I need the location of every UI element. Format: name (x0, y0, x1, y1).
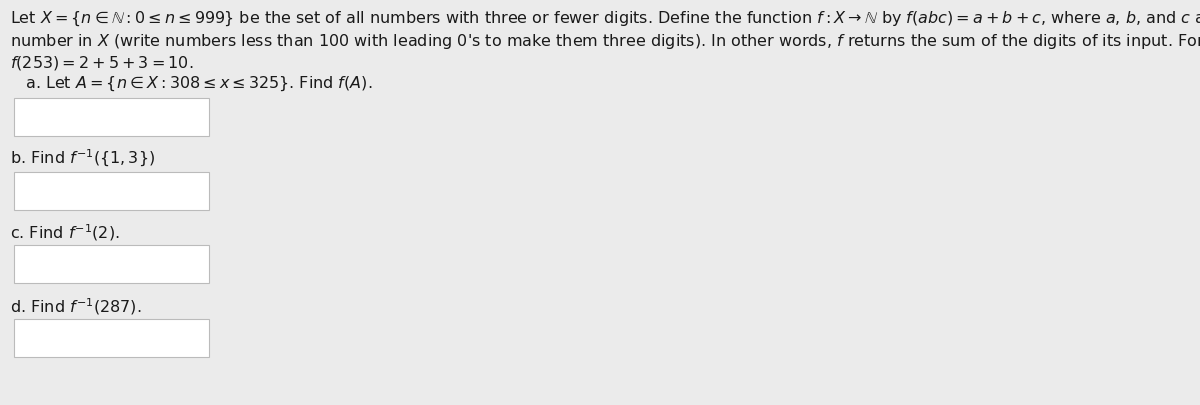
Text: a. Let $A = \{n \in X : 308 \leq x \leq 325\}$. Find $f(A)$.: a. Let $A = \{n \in X : 308 \leq x \leq … (10, 75, 372, 94)
Text: number in $X$ (write numbers less than 100 with leading 0's to make them three d: number in $X$ (write numbers less than 1… (10, 32, 1200, 51)
Text: Let $X = \{n \in \mathbb{N} : 0 \leq n \leq 999\}$ be the set of all numbers wit: Let $X = \{n \in \mathbb{N} : 0 \leq n \… (10, 10, 1200, 28)
Text: $f(253) = 2+5+3 = 10.$: $f(253) = 2+5+3 = 10.$ (10, 54, 193, 72)
Text: b. Find $f^{-1}(\{1, 3\})$: b. Find $f^{-1}(\{1, 3\})$ (10, 148, 155, 169)
Text: d. Find $f^{-1}(287)$.: d. Find $f^{-1}(287)$. (10, 296, 142, 317)
Text: c. Find $f^{-1}(2)$.: c. Find $f^{-1}(2)$. (10, 222, 120, 243)
